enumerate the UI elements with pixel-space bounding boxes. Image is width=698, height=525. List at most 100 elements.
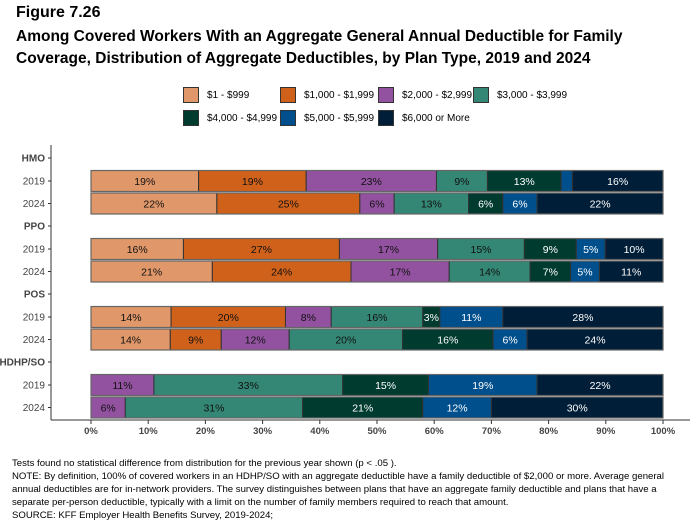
bar-segment (560, 170, 573, 192)
x-tick-label: 60% (425, 426, 445, 437)
data-label: 5% (583, 244, 598, 256)
data-label: 15% (375, 380, 396, 392)
data-label: 12% (245, 335, 266, 347)
x-tick-label: 90% (596, 426, 616, 437)
year-label: 2024 (23, 335, 46, 346)
data-label: 16% (607, 176, 628, 188)
year-label: 2019 (23, 313, 46, 324)
note-definition: NOTE: By definition, 100% of covered wor… (12, 471, 665, 508)
legend-swatch (378, 87, 394, 103)
legend-swatch (183, 87, 199, 103)
x-tick-label: 50% (367, 426, 387, 437)
data-label: 6% (512, 199, 527, 211)
notes: Tests found no statistical difference fr… (12, 457, 692, 522)
data-label: 28% (572, 312, 593, 324)
data-label: 11% (112, 380, 132, 392)
data-label: 17% (390, 267, 411, 279)
data-label: 16% (437, 335, 458, 347)
data-label: 30% (567, 403, 588, 415)
legend-swatch (280, 110, 296, 126)
note-significance: Tests found no statistical difference fr… (12, 458, 397, 469)
bar-outline (90, 305, 664, 329)
group-label: HDHP/SO (0, 358, 45, 369)
x-tick-label: 20% (196, 426, 216, 437)
bar-outline (90, 396, 664, 419)
data-label: 22% (590, 380, 611, 392)
legend-label: $3,000 - $3,999 (497, 89, 568, 101)
year-label: 2019 (23, 381, 46, 392)
x-tick-label: 30% (253, 426, 273, 437)
bar-outline (90, 192, 664, 215)
x-tick-label: 40% (310, 426, 330, 437)
legend-label: $2,000 - $2,999 (402, 89, 473, 101)
data-label: 12% (447, 403, 468, 415)
legend-swatch (378, 110, 394, 126)
legend-swatch (280, 87, 296, 103)
year-label: 2024 (23, 403, 46, 414)
legend-swatch (183, 110, 199, 126)
bar-outline (90, 328, 664, 351)
data-label: 11% (621, 267, 641, 279)
x-tick-label: 0% (84, 426, 98, 437)
legend-item: $6,000 or More (378, 110, 470, 126)
legend-label: $6,000 or More (402, 112, 470, 124)
year-label: 2024 (23, 199, 46, 210)
data-label: 17% (378, 244, 399, 256)
data-label: 10% (624, 244, 645, 256)
data-label: 6% (369, 199, 384, 211)
legend-item: $3,000 - $3,999 (473, 87, 567, 103)
data-label: 6% (478, 199, 493, 211)
legend-item: $2,000 - $2,999 (378, 87, 472, 103)
data-label: 19% (242, 176, 263, 188)
data-label: 14% (479, 267, 500, 279)
data-label: 23% (361, 176, 382, 188)
data-label: 9% (188, 335, 203, 347)
legend-label: $5,000 - $5,999 (304, 112, 375, 124)
data-label: 16% (127, 244, 148, 256)
group-label: PPO (24, 222, 45, 233)
data-label: 13% (421, 199, 442, 211)
legend-swatch (473, 87, 489, 103)
legend-item: $1 - $999 (183, 87, 249, 103)
data-label: 13% (514, 176, 535, 188)
legend-item: $4,000 - $4,999 (183, 110, 277, 126)
data-label: 25% (278, 199, 299, 211)
data-label: 24% (271, 267, 292, 279)
year-label: 2019 (23, 177, 46, 188)
data-label: 16% (366, 312, 387, 324)
data-label: 8% (301, 312, 316, 324)
figure-label: Figure 7.26 (16, 4, 101, 21)
legend-item: $5,000 - $5,999 (280, 110, 374, 126)
data-label: 6% (101, 403, 116, 415)
year-label: 2024 (23, 267, 46, 278)
legend-label: $4,000 - $4,999 (207, 112, 278, 124)
legend-label: $1 - $999 (207, 89, 250, 101)
data-label: 9% (454, 176, 469, 188)
year-label: 2019 (23, 245, 46, 256)
group-label: HMO (22, 154, 46, 165)
data-label: 27% (251, 244, 272, 256)
data-label: 19% (472, 380, 493, 392)
data-label: 7% (543, 267, 558, 279)
data-label: 20% (335, 335, 356, 347)
bar-outline (90, 169, 664, 193)
x-tick-label: 70% (482, 426, 502, 437)
data-label: 6% (502, 335, 517, 347)
legend-label: $1,000 - $1,999 (304, 89, 375, 101)
data-label: 20% (218, 312, 239, 324)
bar-outline (90, 237, 664, 261)
data-label: 14% (121, 312, 142, 324)
data-label: 3% (424, 312, 439, 324)
data-label: 11% (461, 312, 481, 324)
x-tick-label: 80% (539, 426, 559, 437)
data-label: 22% (590, 199, 611, 211)
bar-outline (90, 373, 664, 397)
data-label: 14% (120, 335, 141, 347)
group-label: POS (24, 290, 45, 301)
x-tick-label: 100% (651, 426, 676, 437)
data-label: 21% (352, 403, 373, 415)
note-source: SOURCE: KFF Employer Health Benefits Sur… (12, 510, 274, 521)
data-label: 9% (543, 244, 558, 256)
